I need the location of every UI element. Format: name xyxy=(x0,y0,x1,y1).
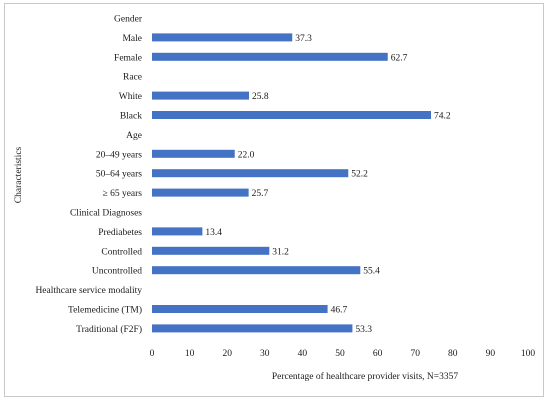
x-tick-label: 30 xyxy=(260,349,270,359)
category-label: Uncontrolled xyxy=(92,267,142,277)
x-tick-label: 50 xyxy=(335,349,345,359)
x-tick-label: 100 xyxy=(521,349,536,359)
category-label: Traditional (F2F) xyxy=(76,324,142,335)
x-tick-label: 20 xyxy=(222,349,232,359)
data-label: 31.2 xyxy=(272,247,289,257)
bar xyxy=(152,324,353,333)
data-label: 25.7 xyxy=(252,189,269,199)
data-label: 62.7 xyxy=(391,53,408,63)
category-label: 20–49 years xyxy=(96,150,142,160)
x-tick-label: 0 xyxy=(150,349,155,359)
data-label: 53.3 xyxy=(355,325,372,335)
category-label: Prediabetes xyxy=(98,228,142,238)
bar xyxy=(152,149,235,158)
category-label: Black xyxy=(120,112,142,122)
x-tick-label: 70 xyxy=(410,349,420,359)
y-axis-title: Characteristics xyxy=(14,146,24,203)
category-label: Healthcare service modality xyxy=(35,286,142,296)
category-label: Female xyxy=(114,53,142,63)
category-label: White xyxy=(119,92,142,102)
category-label: Age xyxy=(126,131,142,141)
bar xyxy=(152,227,203,236)
data-label: 55.4 xyxy=(363,267,380,277)
x-tick-label: 80 xyxy=(448,349,458,359)
bar xyxy=(152,188,249,197)
data-label: 25.8 xyxy=(252,92,269,102)
x-axis-title: Percentage of healthcare provider visits… xyxy=(272,371,459,382)
category-label: 50–64 years xyxy=(96,170,142,180)
category-label: Controlled xyxy=(101,247,142,257)
data-label: 37.3 xyxy=(295,34,312,44)
data-label: 13.4 xyxy=(205,228,222,238)
bar xyxy=(152,33,293,42)
data-label: 46.7 xyxy=(331,306,348,316)
category-label: Telemedicine (TM) xyxy=(68,305,142,316)
bar xyxy=(152,266,361,275)
category-label: ≥ 65 years xyxy=(102,189,142,199)
bar xyxy=(152,52,388,61)
category-label: Race xyxy=(123,73,142,83)
bar xyxy=(152,111,431,119)
data-label: 52.2 xyxy=(351,170,368,180)
category-label: Clinical Diagnoses xyxy=(70,209,142,219)
data-label: 22.0 xyxy=(238,150,255,160)
x-tick-label: 60 xyxy=(373,349,383,359)
x-tick-label: 40 xyxy=(298,349,308,359)
x-tick-label: 10 xyxy=(185,349,195,359)
bar xyxy=(152,169,349,178)
category-label: Male xyxy=(122,34,142,44)
bar xyxy=(152,246,270,255)
bar xyxy=(152,305,328,313)
x-tick-label: 90 xyxy=(486,349,496,359)
data-label: 74.2 xyxy=(434,112,451,122)
bar xyxy=(152,91,250,100)
category-label: Gender xyxy=(114,15,143,25)
